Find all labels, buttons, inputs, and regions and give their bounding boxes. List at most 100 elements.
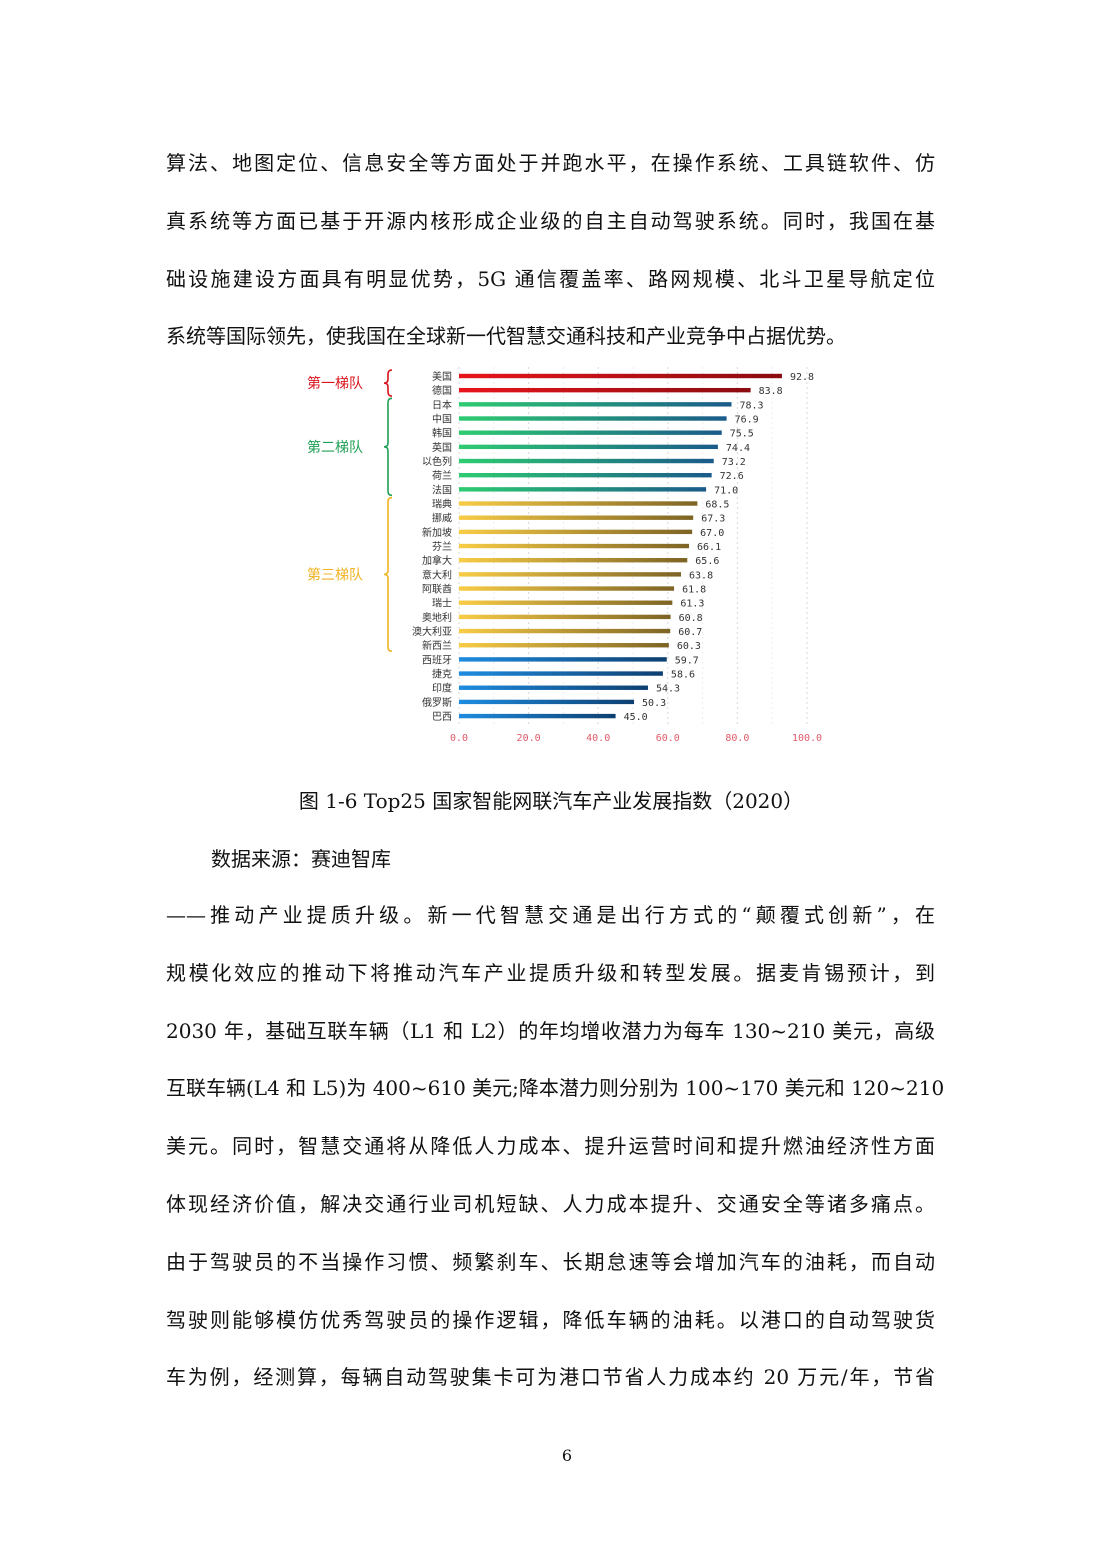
category-label: 瑞士 <box>432 597 452 610</box>
category-label: 新西兰 <box>422 639 452 652</box>
bar <box>459 685 648 690</box>
category-label: 捷克 <box>432 668 452 681</box>
category-label: 新加坡 <box>422 526 452 539</box>
value-label: 59.7 <box>675 655 699 666</box>
category-label: 巴西 <box>432 711 452 723</box>
bar <box>459 487 707 492</box>
bar <box>459 614 671 620</box>
text-line: 真系统等方面已基于开源内核形成企业级的自主自动驾驶系统。同时，我国在基 <box>166 208 935 233</box>
bar <box>459 416 727 421</box>
category-label: 芬兰 <box>432 540 452 553</box>
value-label: 73.2 <box>722 457 746 468</box>
bar <box>459 501 698 506</box>
bar <box>459 699 635 705</box>
x-tick-label: 40.0 <box>586 733 610 744</box>
value-label: 45.0 <box>624 712 648 723</box>
value-label: 61.3 <box>680 599 704 610</box>
bar <box>459 671 663 676</box>
bar <box>459 402 732 407</box>
value-label: 76.9 <box>735 415 759 426</box>
value-label: 68.5 <box>705 500 729 511</box>
text-line: 车为例，经测算，每辆自动驾驶集卡可为港口节省人力成本约 20 万元/年，节省 <box>166 1365 935 1390</box>
category-label: 英国 <box>432 441 452 454</box>
text-line: 算法、地图定位、信息安全等方面处于并跑水平，在操作系统、工具链软件、仿 <box>166 151 935 175</box>
value-label: 83.8 <box>759 386 783 397</box>
x-tick-label: 100.0 <box>792 733 822 744</box>
category-label: 挪威 <box>432 512 452 525</box>
bar <box>459 430 722 435</box>
text-line: 互联车辆(L4 和 L5)为 400~610 美元;降本潜力则分别为 100~1… <box>166 1076 945 1101</box>
bar <box>459 472 712 478</box>
value-label: 67.0 <box>700 528 724 539</box>
category-label: 荷兰 <box>432 469 452 482</box>
bar <box>459 600 673 605</box>
bar <box>459 458 714 464</box>
bar <box>459 643 669 648</box>
category-label: 德国 <box>432 384 452 397</box>
category-label: 西班牙 <box>422 654 452 666</box>
value-label: 78.3 <box>739 400 763 411</box>
tier-brace <box>383 369 393 397</box>
text-line: 础设施建设方面具有明显优势，5G 通信覆盖率、路网规模、北斗卫星导航定位 <box>166 266 935 291</box>
category-label: 韩国 <box>432 427 452 440</box>
x-tick-label: 0.0 <box>450 733 468 744</box>
value-label: 58.6 <box>671 670 695 681</box>
bar-chart: 美国 92.8 德国 83.8 日本 78.3 中国 76.9 韩国 75.5 英国 74.4 以色列 7… <box>307 367 822 744</box>
value-label: 63.8 <box>689 570 713 581</box>
tier-brace <box>383 496 393 653</box>
tier-label: 第二梯队 <box>307 439 363 456</box>
category-label: 加拿大 <box>422 554 452 567</box>
category-label: 以色列 <box>422 455 452 468</box>
category-label: 印度 <box>432 682 452 695</box>
category-label: 澳大利亚 <box>412 625 452 638</box>
value-label: 54.3 <box>656 684 680 695</box>
bar <box>459 543 690 549</box>
bar <box>459 572 682 577</box>
bar <box>459 529 693 535</box>
data-source: 数据来源：赛迪智库 <box>211 847 391 871</box>
category-label: 法国 <box>432 483 452 496</box>
bar <box>459 444 718 450</box>
text-line: 2030 年，基础互联车辆（L1 和 L2）的年均增收潜力为每车 130~210… <box>166 1018 935 1043</box>
value-label: 92.8 <box>790 372 814 383</box>
value-label: 60.3 <box>677 641 701 652</box>
bar <box>459 713 616 719</box>
bar <box>459 387 751 393</box>
tier-brace <box>383 397 393 497</box>
category-label: 意大利 <box>422 568 452 581</box>
text-line: 规模化效应的推动下将推动汽车产业提质升级和转型发展。据麦肯锡预计，到 <box>166 960 935 985</box>
tier-label: 第一梯队 <box>307 375 363 392</box>
value-label: 50.3 <box>642 698 666 709</box>
bar <box>459 628 671 634</box>
value-label: 74.4 <box>726 443 750 454</box>
text-line: 系统等国际领先，使我国在全球新一代智慧交通科技和产业竞争中占据优势。 <box>166 324 846 349</box>
bar <box>459 558 688 563</box>
category-label: 奥地利 <box>422 611 452 624</box>
category-label: 日本 <box>432 398 452 411</box>
value-label: 66.1 <box>697 542 721 553</box>
category-label: 中国 <box>432 413 452 426</box>
bar <box>459 657 667 662</box>
x-tick-label: 60.0 <box>656 733 680 744</box>
bar <box>459 586 675 591</box>
value-label: 61.8 <box>682 585 706 596</box>
value-label: 60.7 <box>678 627 702 638</box>
value-label: 60.8 <box>679 613 703 624</box>
tier-label: 第三梯队 <box>307 566 363 583</box>
figure-caption: 图 1-6 Top25 国家智能网联汽车产业发展指数（2020） <box>298 789 804 813</box>
x-tick-label: 20.0 <box>517 733 541 744</box>
value-label: 67.3 <box>701 514 725 525</box>
page-number: 6 <box>561 1446 573 1465</box>
bar <box>459 373 782 379</box>
text-line: 美元。同时，智慧交通将从降低人力成本、提升运营时间和提升燃油经济性方面 <box>166 1134 935 1159</box>
value-label: 65.6 <box>695 556 719 567</box>
value-label: 71.0 <box>714 485 738 496</box>
text-line: ——推动产业提质升级。新一代智慧交通是出行方式的“颠覆式创新”，在 <box>166 903 935 927</box>
text-line: 由于驾驶员的不当操作习惯、频繁刹车、长期怠速等会增加汽车的油耗，而自动 <box>166 1249 935 1274</box>
category-label: 俄罗斯 <box>422 696 452 709</box>
category-label: 瑞典 <box>432 498 452 511</box>
bar <box>459 515 694 520</box>
text-line: 体现经济价值，解决交通行业司机短缺、人力成本提升、交通安全等诸多痛点。 <box>166 1192 935 1216</box>
value-label: 72.6 <box>720 471 744 482</box>
category-label: 阿联酋 <box>422 583 452 596</box>
